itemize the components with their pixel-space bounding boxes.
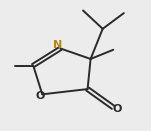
Text: N: N [53, 40, 62, 50]
Text: O: O [112, 104, 122, 114]
Text: O: O [35, 91, 45, 101]
